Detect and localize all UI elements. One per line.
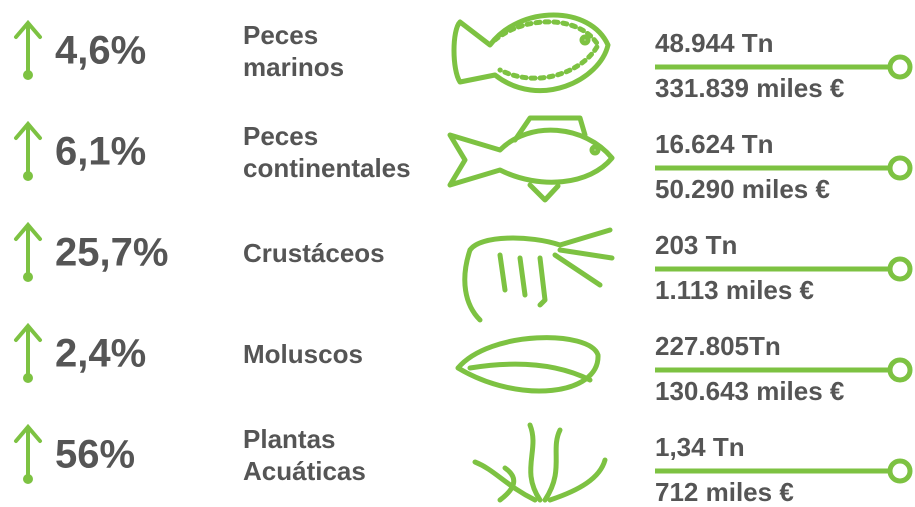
divider-end [890,158,910,178]
volume: 1,34 Tn [655,432,745,462]
icons [450,15,612,500]
arrow-dot [23,272,33,282]
value: 130.643 miles € [655,376,844,406]
category-name: continentales [243,153,411,183]
change: 6,1% [55,130,146,174]
arrow-dot [23,373,33,383]
arrow-dot [23,70,33,80]
change: 2,4% [55,332,146,376]
category-name: Peces [243,121,318,151]
divider-end [890,360,910,380]
divider-end [890,461,910,481]
volume: 48.944 Tn [655,28,774,58]
change: 56% [55,433,135,477]
category-name: Crustáceos [243,238,385,268]
category-name: Acuáticas [243,456,366,486]
category-name: Moluscos [243,339,363,369]
divider-end [890,259,910,279]
value: 1.113 miles € [655,275,814,305]
fish-icon [450,118,612,200]
category-name: Plantas [243,424,336,454]
value: 331.839 miles € [655,73,844,103]
volume: 203 Tn [655,230,737,260]
arrow-dot [23,474,33,484]
divider-end [890,57,910,77]
flatfish-icon [454,15,608,91]
value: 50.290 miles € [655,174,830,204]
shrimp-icon [465,230,612,320]
category-name: Peces [243,20,318,50]
volume: 16.624 Tn [655,129,774,159]
change: 25,7% [55,231,168,275]
arrow-dot [23,171,33,181]
value: 712 miles € [655,477,794,507]
seaweed-icon [475,425,605,500]
mussel-icon [458,338,598,391]
infographic: 4,6%Pecesmarinos48.944 Tn331.839 miles €… [0,0,915,507]
change: 4,6% [55,29,146,73]
category-name: marinos [243,52,344,82]
volume: 227.805Tn [655,331,781,361]
